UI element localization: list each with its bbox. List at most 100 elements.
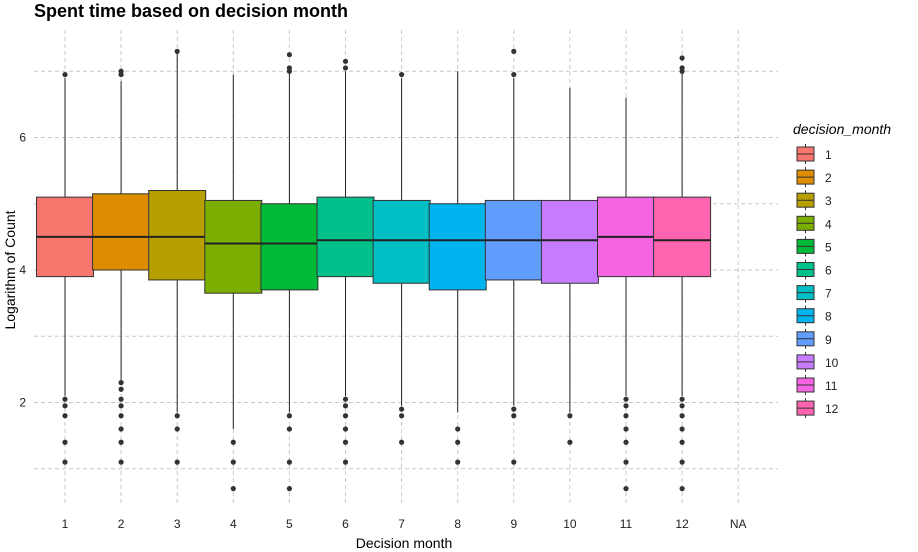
outlier-point [399, 406, 405, 412]
outlier-point [567, 439, 573, 445]
outlier-point [623, 486, 629, 492]
legend-label: 1 [825, 148, 832, 162]
outlier-point [679, 486, 685, 492]
outlier-point [679, 65, 685, 71]
legend-label: 9 [825, 333, 832, 347]
outlier-point [623, 396, 629, 402]
x-tick-label: 3 [174, 517, 181, 531]
outlier-point [286, 52, 292, 58]
outlier-point [455, 426, 461, 432]
outlier-point [342, 58, 349, 64]
outlier-point [118, 386, 124, 392]
outlier-point [679, 439, 685, 445]
outlier-point [230, 486, 236, 492]
y-tick-label: 4 [19, 263, 26, 277]
chart-title: Spent time based on decision month [34, 1, 348, 21]
outlier-point [511, 459, 517, 465]
x-tick-label: 10 [563, 517, 577, 531]
outlier-point [679, 403, 685, 409]
legend-label: 10 [825, 356, 839, 370]
outlier-point [62, 439, 68, 445]
outlier-point [623, 403, 629, 409]
x-axis-ticks: 1 2 3 4 5 6 7 8 9 10 11 12 NA [62, 517, 747, 531]
outlier-point [623, 426, 629, 432]
box-10 [540, 199, 599, 284]
outlier-point [230, 459, 236, 465]
x-tick-label: 4 [230, 517, 237, 531]
outlier-point [62, 459, 68, 465]
outlier-point [118, 413, 124, 419]
outlier-point [679, 459, 685, 465]
box-5 [260, 203, 319, 291]
x-tick-label: 11 [620, 517, 633, 531]
box-2 [92, 193, 151, 271]
legend-label: 4 [825, 217, 832, 231]
x-tick-label: NA [730, 517, 747, 531]
box-8 [428, 203, 487, 291]
outlier-point [118, 426, 124, 432]
outlier-point [342, 396, 349, 402]
outlier-point [511, 71, 517, 78]
outlier-point [62, 413, 68, 419]
box-7 [372, 199, 431, 284]
outlier-point [399, 439, 405, 445]
legend-label: 3 [825, 194, 832, 208]
x-tick-label: 1 [62, 517, 69, 531]
legend-label: 6 [825, 264, 832, 278]
outlier-point [511, 413, 517, 419]
y-tick-label: 2 [19, 396, 26, 410]
outlier-point [118, 439, 124, 445]
outlier-point [118, 380, 124, 386]
x-tick-label: 6 [342, 517, 349, 531]
outlier-point [679, 55, 685, 61]
x-tick-label: 5 [286, 517, 293, 531]
outlier-point [174, 426, 180, 432]
outlier-point [455, 439, 461, 445]
legend-label: 7 [825, 287, 832, 301]
outlier-point [455, 459, 461, 465]
outlier-point [342, 403, 349, 409]
y-axis-title: Logarithm of Count [2, 210, 18, 329]
boxes [36, 48, 712, 492]
outlier-point [399, 71, 405, 78]
outlier-point [118, 403, 124, 409]
y-tick-label: 6 [19, 131, 26, 145]
legend-title: decision_month [793, 121, 891, 137]
legend-label: 5 [825, 240, 832, 254]
legend-label: 12 [825, 402, 839, 416]
outlier-point [511, 48, 517, 54]
x-tick-label: 7 [398, 517, 405, 531]
outlier-point [174, 459, 180, 465]
box-6 [316, 196, 375, 278]
outlier-point [286, 426, 292, 432]
legend-label: 11 [825, 379, 838, 393]
outlier-point [342, 65, 349, 71]
outlier-point [679, 426, 685, 432]
x-tick-label: 8 [454, 517, 461, 531]
outlier-point [679, 396, 685, 402]
outlier-point [286, 486, 292, 492]
legend-label: 2 [825, 171, 832, 185]
box-12 [653, 196, 712, 278]
outlier-point [174, 413, 180, 419]
outlier-point [567, 413, 573, 419]
outlier-point [679, 413, 685, 419]
x-tick-label: 12 [675, 517, 689, 531]
box-3 [148, 190, 207, 281]
outlier-point [118, 68, 124, 74]
outlier-point [399, 413, 405, 419]
outlier-point [118, 459, 124, 465]
x-axis-title: Decision month [356, 535, 453, 551]
outlier-point [286, 459, 292, 465]
outlier-point [62, 396, 68, 402]
outlier-point [342, 426, 349, 432]
outlier-point [230, 439, 236, 445]
outlier-point [623, 439, 629, 445]
outlier-point [286, 68, 292, 74]
outlier-point [342, 413, 349, 419]
outlier-point [62, 403, 68, 409]
outlier-point [511, 406, 517, 412]
outlier-point [342, 439, 349, 445]
